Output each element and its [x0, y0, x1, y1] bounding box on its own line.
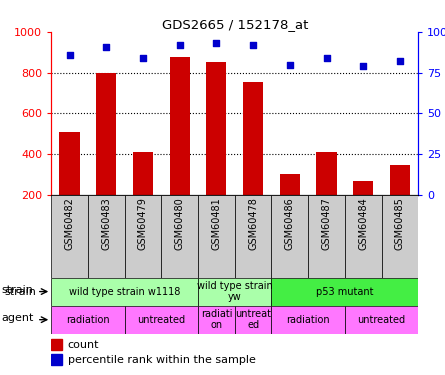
Bar: [235, 195, 271, 278]
Point: [139, 55, 146, 61]
Text: GSM60479: GSM60479: [138, 198, 148, 250]
Bar: [198, 306, 235, 334]
Text: GSM60480: GSM60480: [175, 198, 185, 250]
Text: wild type strain w1118: wild type strain w1118: [69, 286, 180, 297]
Bar: [271, 306, 345, 334]
Bar: [235, 306, 271, 334]
Bar: [345, 306, 418, 334]
Bar: [162, 195, 198, 278]
Bar: [280, 174, 300, 195]
Bar: [198, 278, 271, 306]
Point: [103, 44, 110, 50]
Bar: [316, 152, 336, 195]
Bar: [51, 354, 62, 364]
Bar: [345, 195, 382, 278]
Bar: [382, 195, 418, 278]
Bar: [308, 195, 345, 278]
Bar: [51, 306, 125, 334]
Text: p53 mutant: p53 mutant: [316, 286, 374, 297]
Text: untreat
ed: untreat ed: [235, 309, 271, 330]
Bar: [125, 195, 162, 278]
Text: GSM60485: GSM60485: [395, 198, 405, 250]
Title: GDS2665 / 152178_at: GDS2665 / 152178_at: [162, 18, 308, 31]
Text: radiation: radiation: [66, 315, 110, 325]
Text: wild type strain
yw: wild type strain yw: [197, 281, 273, 302]
Text: strain: strain: [1, 285, 33, 295]
Bar: [206, 63, 227, 195]
Text: untreated: untreated: [357, 315, 406, 325]
Point: [66, 52, 73, 58]
Bar: [271, 195, 308, 278]
Point: [323, 55, 330, 61]
Bar: [133, 152, 153, 195]
Text: percentile rank within the sample: percentile rank within the sample: [68, 355, 255, 364]
Point: [250, 42, 257, 48]
Bar: [51, 339, 62, 350]
Bar: [60, 132, 80, 195]
Bar: [96, 73, 116, 195]
Text: GSM60478: GSM60478: [248, 198, 258, 250]
Text: radiation: radiation: [286, 315, 330, 325]
Text: GSM60481: GSM60481: [211, 198, 221, 250]
Bar: [51, 278, 198, 306]
Text: GSM60482: GSM60482: [65, 198, 74, 250]
Bar: [51, 195, 88, 278]
Text: GSM60486: GSM60486: [285, 198, 295, 250]
Bar: [88, 195, 125, 278]
Point: [396, 58, 404, 64]
Text: untreated: untreated: [137, 315, 186, 325]
Text: radiati
on: radiati on: [201, 309, 232, 330]
Text: GSM60484: GSM60484: [358, 198, 368, 250]
Point: [176, 42, 183, 48]
Bar: [170, 57, 190, 195]
Bar: [390, 165, 410, 195]
Point: [360, 63, 367, 69]
Text: GSM60487: GSM60487: [322, 198, 332, 250]
Bar: [198, 195, 235, 278]
Bar: [125, 306, 198, 334]
Text: count: count: [68, 340, 99, 350]
Bar: [243, 82, 263, 195]
Point: [213, 40, 220, 46]
Text: agent: agent: [1, 313, 33, 323]
Text: GSM60483: GSM60483: [101, 198, 111, 250]
Bar: [353, 181, 373, 195]
Text: strain: strain: [4, 286, 36, 297]
Point: [286, 62, 293, 68]
Bar: [271, 278, 418, 306]
